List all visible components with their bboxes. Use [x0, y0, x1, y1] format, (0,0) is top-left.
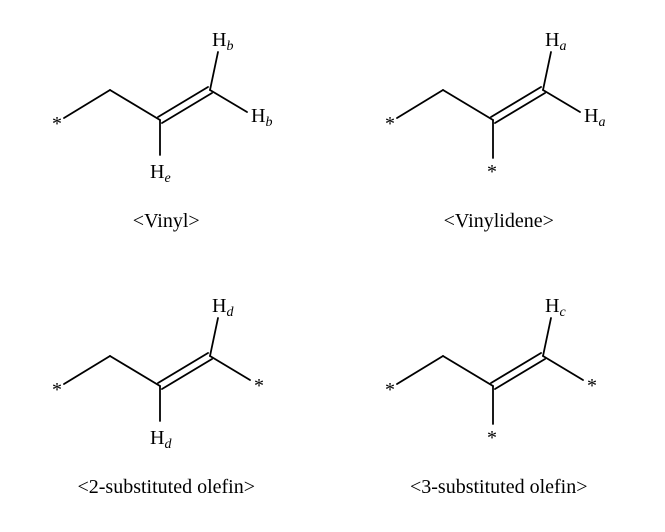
- caption-vinylidene: <Vinylidene>: [444, 210, 554, 233]
- star-glyph: *: [52, 113, 62, 135]
- star-glyph: *: [487, 161, 497, 183]
- star-glyph: *: [385, 113, 395, 135]
- vinyl-svg: * Hb Hb He: [0, 0, 332, 230]
- caption-vinyl: <Vinyl>: [133, 210, 200, 233]
- figure-canvas: * Hb Hb He <Vinyl>: [0, 0, 665, 532]
- star-glyph: *: [587, 375, 597, 397]
- star-glyph: *: [385, 379, 395, 401]
- structure-three-sub: * Hc * * <3-substituted olefin>: [333, 266, 665, 532]
- atom-label: Hd: [212, 295, 234, 320]
- atom-label: He: [150, 161, 171, 186]
- atom-label: Ha: [545, 29, 566, 54]
- caption-two-sub: <2-substituted olefin>: [77, 476, 255, 499]
- atom-label: Ha: [584, 105, 605, 130]
- two-sub-svg: * Hd * Hd: [0, 266, 332, 496]
- structure-vinyl: * Hb Hb He <Vinyl>: [0, 0, 333, 266]
- star-glyph: *: [487, 427, 497, 449]
- vinylidene-svg: * Ha Ha *: [333, 0, 665, 230]
- star-glyph: *: [254, 375, 264, 397]
- three-sub-svg: * Hc * *: [333, 266, 665, 496]
- structure-vinylidene: * Ha Ha * <Vinylidene>: [333, 0, 665, 266]
- atom-label: Hc: [545, 295, 566, 320]
- structure-two-sub: * Hd * Hd <2-substituted olefin>: [0, 266, 333, 532]
- atom-label: Hb: [212, 29, 233, 54]
- atom-label: Hd: [150, 427, 172, 452]
- structure-grid: * Hb Hb He <Vinyl>: [0, 0, 665, 532]
- star-glyph: *: [52, 379, 62, 401]
- atom-label: Hb: [251, 105, 272, 130]
- caption-three-sub: <3-substituted olefin>: [410, 476, 588, 499]
